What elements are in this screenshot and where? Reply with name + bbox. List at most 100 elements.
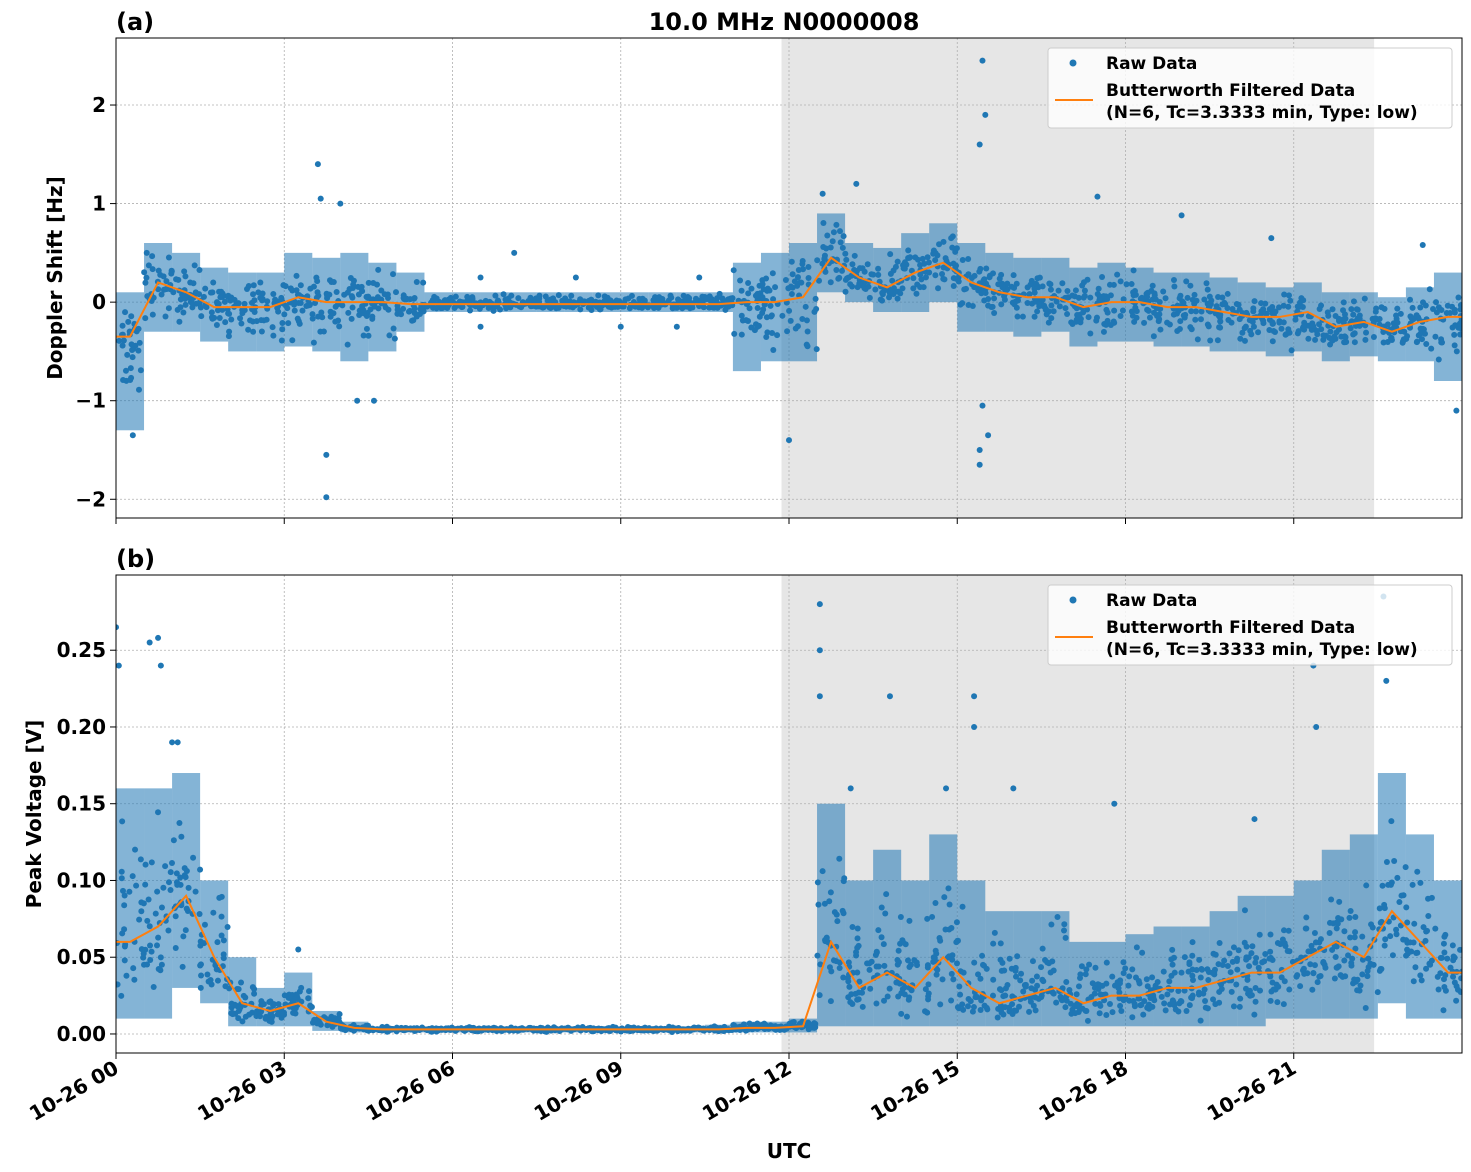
raw-data-outlier: [1453, 407, 1460, 414]
axes-frame: [115, 37, 1463, 519]
raw-data-band: [144, 788, 173, 1019]
raw-data-band: [1433, 272, 1462, 381]
raw-data-outlier: [982, 111, 989, 118]
legend-label-filtered: Butterworth Filtered Data: [1106, 618, 1355, 638]
raw-data-band: [1069, 941, 1098, 1027]
raw-data-outlier: [971, 723, 978, 730]
raw-data-band: [200, 267, 229, 342]
raw-data-band: [845, 243, 874, 303]
raw-data-outlier: [819, 190, 826, 197]
raw-data-outlier: [976, 446, 983, 453]
raw-data-band: [760, 252, 789, 362]
raw-data-band: [256, 987, 285, 1027]
raw-data-band: [789, 243, 818, 362]
raw-data-band: [256, 272, 285, 352]
raw-data-band: [1321, 849, 1350, 1019]
raw-data-band: [1349, 834, 1378, 1019]
y-tick-label: 0.25: [57, 638, 106, 662]
raw-data-outlier: [1313, 723, 1320, 730]
raw-data-band: [368, 262, 397, 352]
legend-marker-raw: [1069, 59, 1077, 67]
panel-label-a: (a): [116, 8, 154, 36]
raw-data-outlier: [853, 180, 860, 187]
filtered-data-line: [116, 256, 1462, 338]
raw-data-outlier: [1094, 193, 1101, 200]
raw-data-band: [901, 880, 930, 1027]
raw-data-outlier: [354, 397, 361, 404]
y-tick-label: 2: [92, 93, 106, 117]
raw-data-band: [929, 834, 958, 1027]
raw-data-outlier: [976, 141, 983, 148]
raw-data-band: [1041, 257, 1070, 332]
raw-data-outlier: [155, 634, 162, 641]
raw-data-outlier: [174, 739, 181, 746]
raw-data-outlier: [979, 57, 986, 64]
raw-data-band: [1293, 880, 1322, 1019]
raw-data-outlier: [116, 662, 122, 669]
figure-title: 10.0 MHz N0000008: [649, 8, 920, 36]
raw-data-band: [704, 292, 733, 313]
raw-data-band: [116, 292, 145, 431]
raw-data-outlier: [116, 624, 119, 631]
raw-data-outlier: [971, 693, 978, 700]
raw-data-band: [873, 849, 902, 1027]
y-tick-label: 1: [92, 192, 106, 216]
raw-data-outlier: [511, 249, 518, 256]
raw-data-outlier: [943, 785, 950, 792]
raw-data-band: [116, 788, 145, 1019]
raw-data-outlier: [314, 161, 321, 168]
raw-data-band: [536, 292, 565, 313]
raw-data-band: [396, 272, 425, 332]
legend-box: [1047, 47, 1453, 129]
raw-data-band: [592, 292, 621, 313]
legend: Raw Data Butterworth Filtered Data(N=6, T…: [1047, 584, 1453, 666]
legend: Raw Data Butterworth Filtered Data(N=6, T…: [1047, 47, 1453, 129]
raw-data-band: [620, 292, 649, 313]
raw-data-outlier: [337, 200, 344, 207]
y-tick-label: 0.10: [57, 868, 106, 892]
x-tick-label: 10-26 09: [530, 1056, 628, 1126]
raw-data-outlier: [816, 647, 823, 654]
raw-data-band: [200, 880, 229, 1004]
raw-data-outlier: [976, 461, 983, 468]
raw-data-band: [1237, 895, 1266, 1027]
raw-data-band: [228, 957, 257, 1027]
filtered-data-line: [116, 894, 1462, 1031]
raw-data-band: [1125, 934, 1154, 1027]
raw-data-outlier: [979, 402, 986, 409]
raw-data-outlier: [886, 693, 893, 700]
raw-data-band: [228, 272, 257, 352]
raw-data-outlier: [146, 639, 153, 646]
raw-data-outlier: [323, 451, 330, 458]
raw-data-band: [648, 292, 677, 313]
y-tick-label: −1: [75, 389, 106, 413]
legend-box: [1047, 584, 1453, 666]
raw-data-outlier: [370, 397, 377, 404]
y-axis-label-b: Peak Voltage [V]: [22, 720, 46, 909]
raw-data-band: [817, 803, 846, 1027]
legend-label-filtered: Butterworth Filtered Data: [1106, 81, 1355, 101]
raw-data-outlier: [1010, 785, 1017, 792]
panel-label-b: (b): [116, 545, 155, 573]
x-tick-label: 10-26 00: [25, 1056, 123, 1126]
raw-data-band: [424, 292, 453, 313]
raw-data-outlier: [1111, 800, 1118, 807]
raw-data-outlier: [786, 437, 792, 444]
x-tick-label: 10-26 03: [193, 1056, 291, 1126]
x-tick-label: 10-26 06: [361, 1056, 459, 1126]
y-axis-label-a: Doppler Shift [Hz]: [43, 176, 67, 380]
y-tick-label: 0.20: [57, 715, 106, 739]
raw-data-band: [1405, 834, 1434, 1019]
raw-data-band: [172, 773, 201, 988]
raw-data-outlier: [477, 323, 484, 330]
raw-data-band: [312, 257, 341, 352]
x-axis-label: UTC: [767, 1139, 812, 1163]
raw-data-band: [1041, 911, 1070, 1027]
raw-data-outlier: [617, 323, 624, 330]
raw-data-band: [284, 972, 313, 1027]
axes-frame: [115, 574, 1463, 1054]
legend-marker-raw: [1069, 596, 1077, 604]
raw-data-outlier: [129, 432, 136, 439]
raw-data-outlier: [1419, 241, 1426, 248]
raw-data-band: [1433, 880, 1462, 1019]
